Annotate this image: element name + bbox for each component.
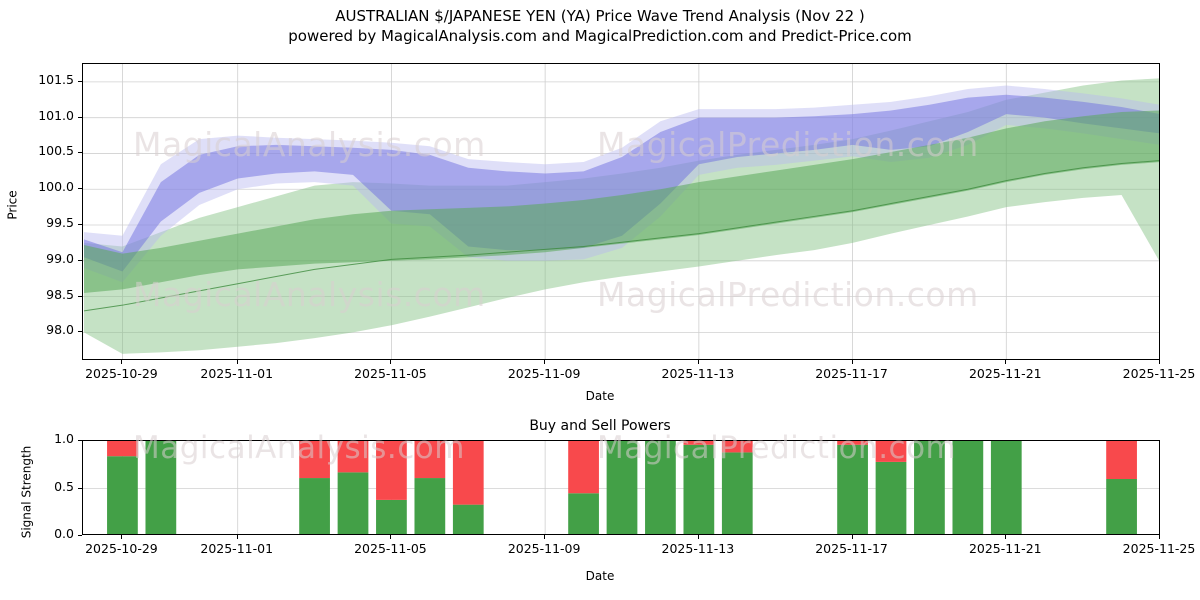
bars-x-tick-mark [390, 535, 392, 539]
price-wave-chart [82, 63, 1160, 360]
main-x-tick-mark [236, 360, 238, 364]
main-y-tick-label: 98.5 [46, 286, 74, 302]
main-y-tick-label: 101.0 [38, 107, 74, 123]
bars-x-axis-label: Date [585, 569, 615, 583]
main-x-tick-mark [1159, 360, 1160, 364]
bars-x-tick-label: 2025-10-29 [85, 541, 158, 556]
chart-header: AUSTRALIAN $/JAPANESE YEN (YA) Price Wav… [0, 6, 1200, 46]
bars-x-tick-label: 2025-11-01 [200, 541, 274, 556]
main-y-tick-mark [78, 224, 82, 226]
bars-x-tick-mark [1159, 535, 1160, 539]
main-y-tick-mark [78, 116, 82, 118]
page-title: AUSTRALIAN $/JAPANESE YEN (YA) Price Wav… [335, 7, 865, 25]
main-x-tick-label: 2025-11-13 [661, 366, 735, 381]
main-x-tick-label: 2025-11-21 [968, 366, 1042, 381]
bars-x-tick-label: 2025-11-13 [661, 541, 735, 556]
main-y-tick-mark [78, 331, 82, 333]
bars-x-tick-label: 2025-11-21 [968, 541, 1042, 556]
main-x-tick-label: 2025-11-01 [200, 366, 274, 381]
bars-x-tick-mark [851, 535, 853, 539]
main-y-tick-mark [78, 295, 82, 297]
main-x-tick-mark [697, 360, 699, 364]
main-y-tick-label: 101.5 [38, 71, 74, 87]
bars-x-tick-label: 2025-11-17 [815, 541, 888, 556]
main-x-tick-mark [544, 360, 546, 364]
main-y-tick-label: 100.0 [38, 179, 74, 195]
price-wave-svg [83, 64, 1159, 359]
main-x-tick-label: 2025-11-17 [815, 366, 888, 381]
main-y-tick-mark [78, 188, 82, 190]
main-y-tick-mark [78, 80, 82, 82]
buy-sell-chart [82, 440, 1160, 535]
main-x-tick-mark [1005, 360, 1007, 364]
main-x-tick-mark [390, 360, 392, 364]
main-y-axis-label: Price [5, 190, 20, 220]
bars-y-tick-mark [78, 440, 82, 441]
main-x-tick-mark [851, 360, 853, 364]
main-y-tick-label: 99.5 [46, 215, 74, 231]
bars-x-tick-label: 2025-11-09 [507, 541, 581, 556]
main-y-tick-label: 99.0 [46, 250, 74, 266]
bars-x-tick-mark [121, 535, 123, 539]
main-x-tick-label: 2025-11-05 [354, 366, 427, 381]
bars-y-axis-label: Signal Strength [19, 445, 34, 539]
bars-x-tick-mark [544, 535, 546, 539]
buy-sell-title: Buy and Sell Powers [529, 418, 671, 434]
main-y-tick-label: 100.5 [38, 143, 74, 159]
main-y-tick-mark [78, 152, 82, 154]
bars-x-tick-label: 2025-11-05 [354, 541, 427, 556]
main-x-tick-mark [121, 360, 123, 364]
main-x-tick-label: 2025-11-25 [1122, 366, 1196, 381]
bars-x-tick-mark [236, 535, 238, 539]
main-x-axis-label: Date [585, 389, 615, 403]
main-x-tick-label: 2025-10-29 [85, 366, 158, 381]
bars-y-tick-label: 1.0 [54, 431, 74, 446]
main-x-tick-label: 2025-11-09 [507, 366, 581, 381]
bars-y-tick-mark [78, 487, 82, 489]
main-y-tick-mark [78, 259, 82, 261]
bars-y-tick-label: 0.0 [54, 526, 74, 541]
bars-y-tick-mark [78, 535, 82, 536]
page-subtitle: powered by MagicalAnalysis.com and Magic… [288, 27, 912, 45]
bars-x-tick-label: 2025-11-25 [1122, 541, 1196, 556]
buy-sell-svg [83, 441, 1159, 534]
bars-x-tick-mark [697, 535, 699, 539]
main-y-tick-label: 98.0 [46, 322, 74, 338]
bars-x-tick-mark [1005, 535, 1007, 539]
bars-y-tick-label: 0.5 [54, 478, 74, 494]
